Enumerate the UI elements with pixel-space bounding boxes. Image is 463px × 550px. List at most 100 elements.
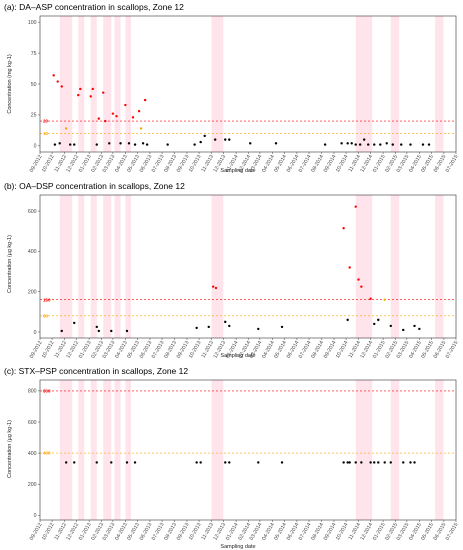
panel-frame (39, 15, 457, 153)
closure-band (78, 380, 85, 520)
data-point (228, 461, 231, 464)
y-tick-label: 25 (31, 113, 37, 119)
closure-band (211, 195, 224, 338)
closure-band (90, 380, 97, 520)
closure-band (355, 16, 373, 152)
data-point (108, 142, 111, 145)
data-point (402, 461, 405, 464)
data-point (95, 325, 98, 329)
data-point (362, 138, 366, 141)
closure-band (211, 16, 224, 152)
closure-band (390, 16, 400, 152)
data-point (73, 143, 76, 146)
data-point (125, 329, 129, 333)
plot-area: 2010025507510009-201210-201211-201212-20… (28, 15, 460, 173)
closure-band (114, 195, 121, 338)
reference-line-label: 20 (43, 119, 49, 124)
closure-band (390, 195, 400, 338)
data-point (369, 297, 372, 300)
data-point (115, 114, 118, 118)
data-point (195, 326, 198, 330)
data-point (373, 143, 376, 146)
data-point (257, 327, 260, 331)
panel-da-asp: (a): DA–ASP concentration in scallops, Z… (4, 2, 460, 174)
data-point (104, 119, 107, 123)
data-point (91, 87, 94, 91)
data-point (389, 461, 392, 464)
x-axis-label: Sampling date (220, 544, 255, 550)
data-point (139, 127, 143, 130)
data-point (409, 143, 412, 146)
closure-band (59, 380, 73, 520)
y-tick-label: 100 (28, 20, 37, 26)
data-point (124, 103, 127, 107)
data-point (377, 318, 380, 322)
panel-stx-psp: (c): STX–PSP concentration in scallops, … (4, 366, 460, 550)
data-point (199, 461, 202, 464)
data-point (110, 329, 113, 333)
data-point (143, 98, 147, 102)
data-point (199, 140, 202, 144)
data-point (53, 143, 57, 146)
data-point (346, 461, 349, 464)
closure-band (435, 195, 444, 338)
data-point (342, 227, 345, 230)
panel-frame (39, 379, 457, 521)
closure-band (103, 16, 112, 152)
data-point (379, 143, 382, 146)
data-point (228, 324, 231, 328)
data-point (377, 461, 380, 464)
data-point (207, 325, 210, 329)
data-point (131, 116, 135, 119)
closure-band (435, 16, 444, 152)
data-point (280, 461, 284, 464)
data-point (137, 110, 141, 113)
data-point (358, 143, 362, 146)
data-point (102, 91, 105, 94)
y-tick-label: 0 (34, 513, 37, 519)
data-point (257, 461, 260, 464)
data-point (391, 143, 394, 146)
y-tick-label: 800 (28, 389, 37, 395)
data-point (60, 329, 63, 333)
data-point (203, 134, 206, 138)
data-point (69, 143, 72, 146)
closure-band (59, 16, 73, 152)
y-tick-label: 400 (28, 249, 37, 255)
data-point (413, 324, 416, 328)
data-point (97, 117, 100, 120)
plot-area: 800400020040060080009-201210-201211-2012… (28, 379, 460, 541)
data-point (145, 143, 149, 146)
data-point (373, 461, 376, 464)
y-tick-label: 0 (34, 144, 37, 150)
data-point (360, 285, 363, 288)
data-point (418, 327, 421, 331)
data-point (354, 205, 357, 208)
panel-title: (b): OA–DSP concentration in scallops, Z… (4, 181, 185, 191)
closure-band (114, 380, 121, 520)
data-point (348, 266, 351, 269)
data-point (224, 138, 227, 141)
data-point (133, 143, 137, 146)
y-tick-label: 0 (34, 330, 37, 336)
y-tick-label: 600 (28, 420, 37, 426)
data-point (95, 461, 98, 464)
data-point (228, 138, 231, 141)
y-tick-label: 600 (28, 209, 37, 215)
data-point (73, 461, 76, 464)
y-tick-label: 200 (28, 482, 37, 488)
data-point (77, 93, 80, 97)
data-point (249, 142, 252, 145)
y-tick-label: 400 (28, 451, 37, 457)
closure-band (78, 195, 85, 338)
panel-title: (c): STX–PSP concentration in scallops, … (4, 366, 188, 376)
panel-frame (39, 194, 457, 339)
x-axis-label: Sampling date (220, 168, 255, 174)
data-point (360, 461, 363, 464)
data-point (280, 325, 284, 329)
data-point (195, 461, 198, 464)
closure-band (90, 195, 97, 338)
reference-line-label: 80 (43, 313, 49, 318)
data-point (323, 143, 327, 146)
